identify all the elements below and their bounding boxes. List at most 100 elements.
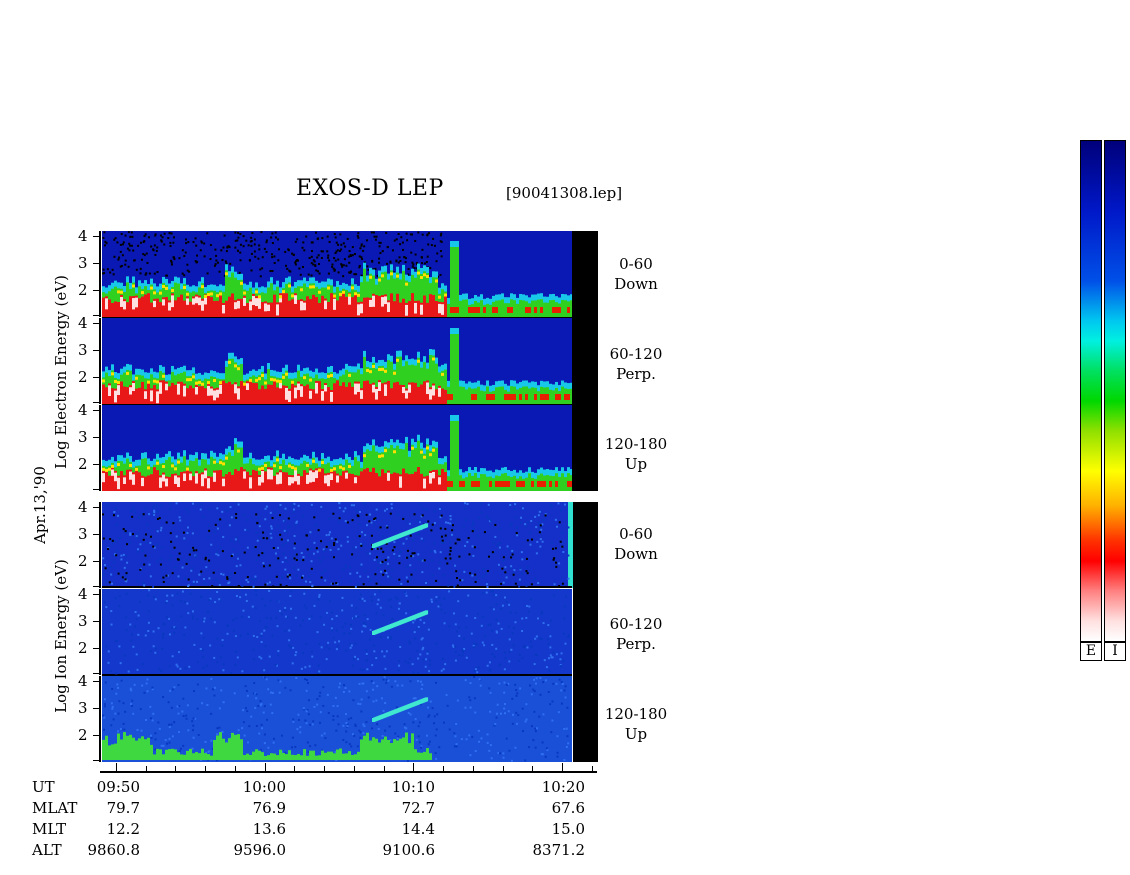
noise-speck — [557, 711, 560, 714]
noise-speck — [144, 634, 147, 637]
red-band — [402, 468, 405, 491]
noise-speck — [365, 653, 368, 656]
noise-speck — [434, 752, 437, 755]
cyan-band — [447, 470, 450, 481]
red-band — [204, 388, 207, 404]
channel-label: 0-60 Down — [614, 255, 658, 293]
white-core — [255, 298, 258, 307]
channel-label: 60-120 Perp. — [609, 615, 663, 653]
noise-speck — [253, 250, 256, 253]
cyan-band — [204, 453, 207, 464]
ion-colorbar — [1104, 140, 1126, 642]
noise-speck — [369, 513, 372, 516]
yellow-edge — [282, 290, 285, 294]
noise-speck — [447, 521, 450, 524]
noise-speck — [199, 647, 202, 650]
noise-speck — [336, 705, 339, 708]
noise-speck — [322, 548, 325, 551]
noise-speck — [275, 664, 278, 667]
noise-speck — [414, 718, 417, 721]
noise-speck — [409, 680, 412, 683]
noise-speck — [395, 706, 398, 709]
noise-speck — [417, 657, 420, 660]
white-core — [159, 382, 162, 394]
noise-speck — [351, 664, 354, 667]
green-band — [231, 358, 234, 404]
green-band — [387, 740, 390, 760]
white-core — [132, 383, 135, 392]
noise-speck — [537, 617, 540, 620]
cyan-band — [303, 368, 306, 379]
noise-speck — [202, 656, 205, 659]
white-core — [312, 472, 315, 482]
cyan-band — [423, 356, 426, 367]
dropout-speck — [380, 547, 383, 550]
dropout-speck — [208, 529, 211, 532]
noise-speck — [132, 507, 135, 510]
noise-speck — [342, 690, 345, 693]
white-core — [141, 477, 144, 487]
red-band — [489, 481, 492, 487]
red-band — [240, 298, 243, 317]
cyan-band — [249, 281, 252, 292]
noise-speck — [230, 671, 233, 674]
noise-speck — [377, 598, 380, 601]
green-band — [504, 303, 507, 317]
y-axis-line — [99, 589, 101, 675]
white-core — [114, 472, 117, 482]
cyan-band — [252, 287, 255, 298]
noise-speck — [537, 514, 540, 517]
noise-speck — [176, 705, 179, 708]
green-band — [405, 442, 408, 491]
red-band — [507, 481, 510, 487]
noise-speck — [331, 263, 334, 266]
cyan-band — [501, 293, 504, 304]
noise-speck — [194, 237, 197, 240]
noise-speck — [197, 734, 200, 737]
dropout-speck — [279, 533, 282, 536]
noise-speck — [192, 736, 195, 739]
noise-speck — [267, 688, 270, 691]
cyan-band — [306, 455, 309, 466]
noise-speck — [517, 659, 520, 662]
red-band — [195, 385, 198, 404]
cyan-band — [414, 359, 417, 370]
cyan-band — [474, 467, 477, 478]
noise-speck — [164, 739, 167, 742]
red-band — [489, 394, 492, 400]
noise-speck — [103, 705, 106, 708]
red-band — [267, 384, 270, 404]
mlat-value: 76.9 — [252, 799, 286, 817]
noise-speck — [269, 691, 272, 694]
noise-speck — [234, 538, 237, 541]
noise-speck — [485, 583, 488, 586]
noise-speck — [178, 731, 181, 734]
noise-speck — [251, 605, 254, 608]
green-band — [219, 732, 222, 760]
red-band — [366, 380, 369, 404]
cyan-band — [477, 296, 480, 307]
noise-speck — [512, 572, 515, 575]
noise-speck — [525, 584, 528, 587]
cyan-band — [285, 458, 288, 469]
noise-speck — [154, 738, 157, 741]
green-band — [174, 749, 177, 760]
noise-speck — [150, 736, 153, 739]
noise-speck — [258, 536, 261, 539]
noise-speck — [349, 270, 352, 273]
noise-speck — [242, 609, 245, 612]
red-band — [378, 476, 381, 491]
red-band — [399, 384, 402, 404]
red-band — [114, 301, 117, 317]
noise-speck — [409, 233, 412, 236]
noise-speck — [208, 598, 211, 601]
noise-speck — [375, 612, 378, 615]
cyan-band — [384, 361, 387, 372]
red-band — [198, 473, 201, 491]
ion-colorbar-label: I — [1104, 642, 1126, 661]
red-band — [153, 467, 156, 491]
cyan-band — [411, 268, 414, 279]
red-band — [279, 293, 282, 317]
noise-speck — [140, 729, 143, 732]
yellow-edge — [327, 374, 330, 378]
